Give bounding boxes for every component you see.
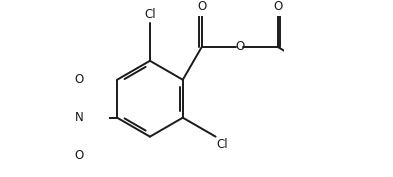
Text: O: O bbox=[235, 40, 244, 53]
Text: Cl: Cl bbox=[217, 138, 228, 151]
Text: N: N bbox=[75, 111, 84, 124]
Text: O: O bbox=[75, 73, 84, 87]
Text: O: O bbox=[197, 0, 206, 13]
Text: O: O bbox=[273, 0, 282, 13]
Text: Cl: Cl bbox=[144, 8, 156, 21]
Text: O: O bbox=[75, 149, 84, 162]
